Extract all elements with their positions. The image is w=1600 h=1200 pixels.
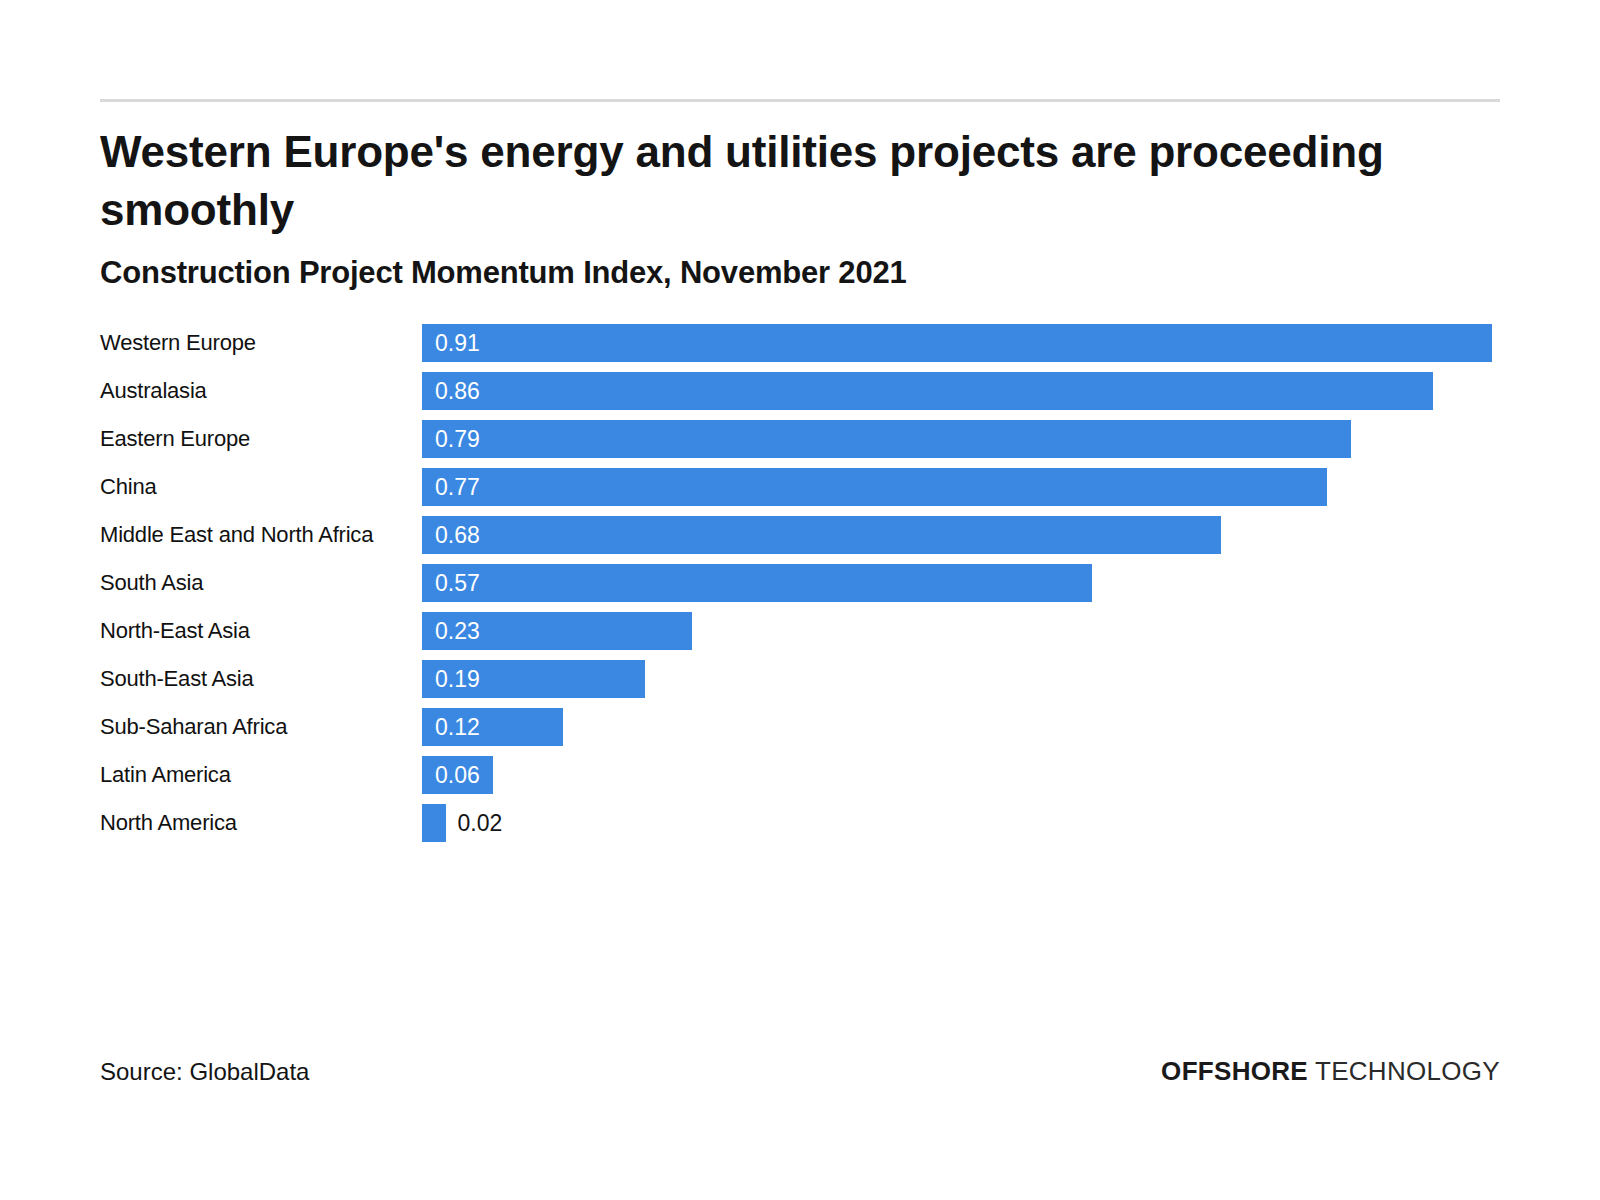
bar-track: 0.68 (422, 516, 1500, 554)
bar-value-label: 0.68 (422, 522, 480, 549)
chart-row: Western Europe0.91 (100, 324, 1500, 362)
bar-value-label: 0.57 (422, 570, 480, 597)
row-label: Latin America (100, 762, 422, 788)
brand-offshore: OFFSHORE (1161, 1056, 1308, 1086)
bar (422, 804, 446, 842)
bar-track: 0.02 (422, 804, 1500, 842)
row-label: North-East Asia (100, 618, 422, 644)
bar: 0.12 (422, 708, 563, 746)
bar-track: 0.77 (422, 468, 1500, 506)
bar-track: 0.91 (422, 324, 1500, 362)
bar-value-label: 0.06 (422, 762, 480, 789)
bar: 0.77 (422, 468, 1327, 506)
chart-row: North-East Asia0.23 (100, 612, 1500, 650)
bar: 0.68 (422, 516, 1221, 554)
row-label: Australasia (100, 378, 422, 404)
row-label: Middle East and North Africa (100, 522, 422, 548)
chart-row: Latin America0.06 (100, 756, 1500, 794)
row-label: North America (100, 810, 422, 836)
row-label: Eastern Europe (100, 426, 422, 452)
chart-title: Western Europe's energy and utilities pr… (100, 123, 1390, 239)
chart-row: Middle East and North Africa0.68 (100, 516, 1500, 554)
bar-value-label: 0.23 (422, 618, 480, 645)
bar: 0.06 (422, 756, 493, 794)
chart-row: China0.77 (100, 468, 1500, 506)
chart-subtitle: Construction Project Momentum Index, Nov… (100, 255, 1500, 291)
source-text: Source: GlobalData (100, 1058, 309, 1086)
bar-track: 0.23 (422, 612, 1500, 650)
bar: 0.19 (422, 660, 645, 698)
bar-track: 0.12 (422, 708, 1500, 746)
row-label: South-East Asia (100, 666, 422, 692)
chart-row: North America 0.02 (100, 804, 1500, 842)
row-label: South Asia (100, 570, 422, 596)
bar-value-label: 0.77 (422, 474, 480, 501)
bar-value-label: 0.86 (422, 378, 480, 405)
chart-row: Australasia0.86 (100, 372, 1500, 410)
brand-logo: OFFSHORETECHNOLOGY (1161, 1056, 1500, 1087)
bar-chart: Western Europe0.91Australasia0.86Eastern… (100, 324, 1500, 842)
footer: Source: GlobalData OFFSHORETECHNOLOGY (100, 1056, 1500, 1087)
chart-row: South-East Asia0.19 (100, 660, 1500, 698)
bar: 0.23 (422, 612, 692, 650)
top-divider (100, 99, 1500, 102)
bar-value-label: 0.79 (422, 426, 480, 453)
row-label: China (100, 474, 422, 500)
chart-row: Eastern Europe0.79 (100, 420, 1500, 458)
bar: 0.86 (422, 372, 1433, 410)
bar: 0.91 (422, 324, 1492, 362)
bar-track: 0.19 (422, 660, 1500, 698)
bar-value-label: 0.19 (422, 666, 480, 693)
bar-value-label: 0.02 (458, 810, 503, 837)
bar: 0.79 (422, 420, 1351, 458)
bar: 0.57 (422, 564, 1092, 602)
brand-technology: TECHNOLOGY (1315, 1056, 1500, 1086)
chart-row: Sub-Saharan Africa0.12 (100, 708, 1500, 746)
bar-track: 0.06 (422, 756, 1500, 794)
chart-row: South Asia0.57 (100, 564, 1500, 602)
bar-value-label: 0.12 (422, 714, 480, 741)
bar-value-label: 0.91 (422, 330, 480, 357)
bar-track: 0.79 (422, 420, 1500, 458)
bar-track: 0.57 (422, 564, 1500, 602)
infographic-page: Western Europe's energy and utilities pr… (0, 0, 1600, 1200)
bar-track: 0.86 (422, 372, 1500, 410)
row-label: Sub-Saharan Africa (100, 714, 422, 740)
row-label: Western Europe (100, 330, 422, 356)
